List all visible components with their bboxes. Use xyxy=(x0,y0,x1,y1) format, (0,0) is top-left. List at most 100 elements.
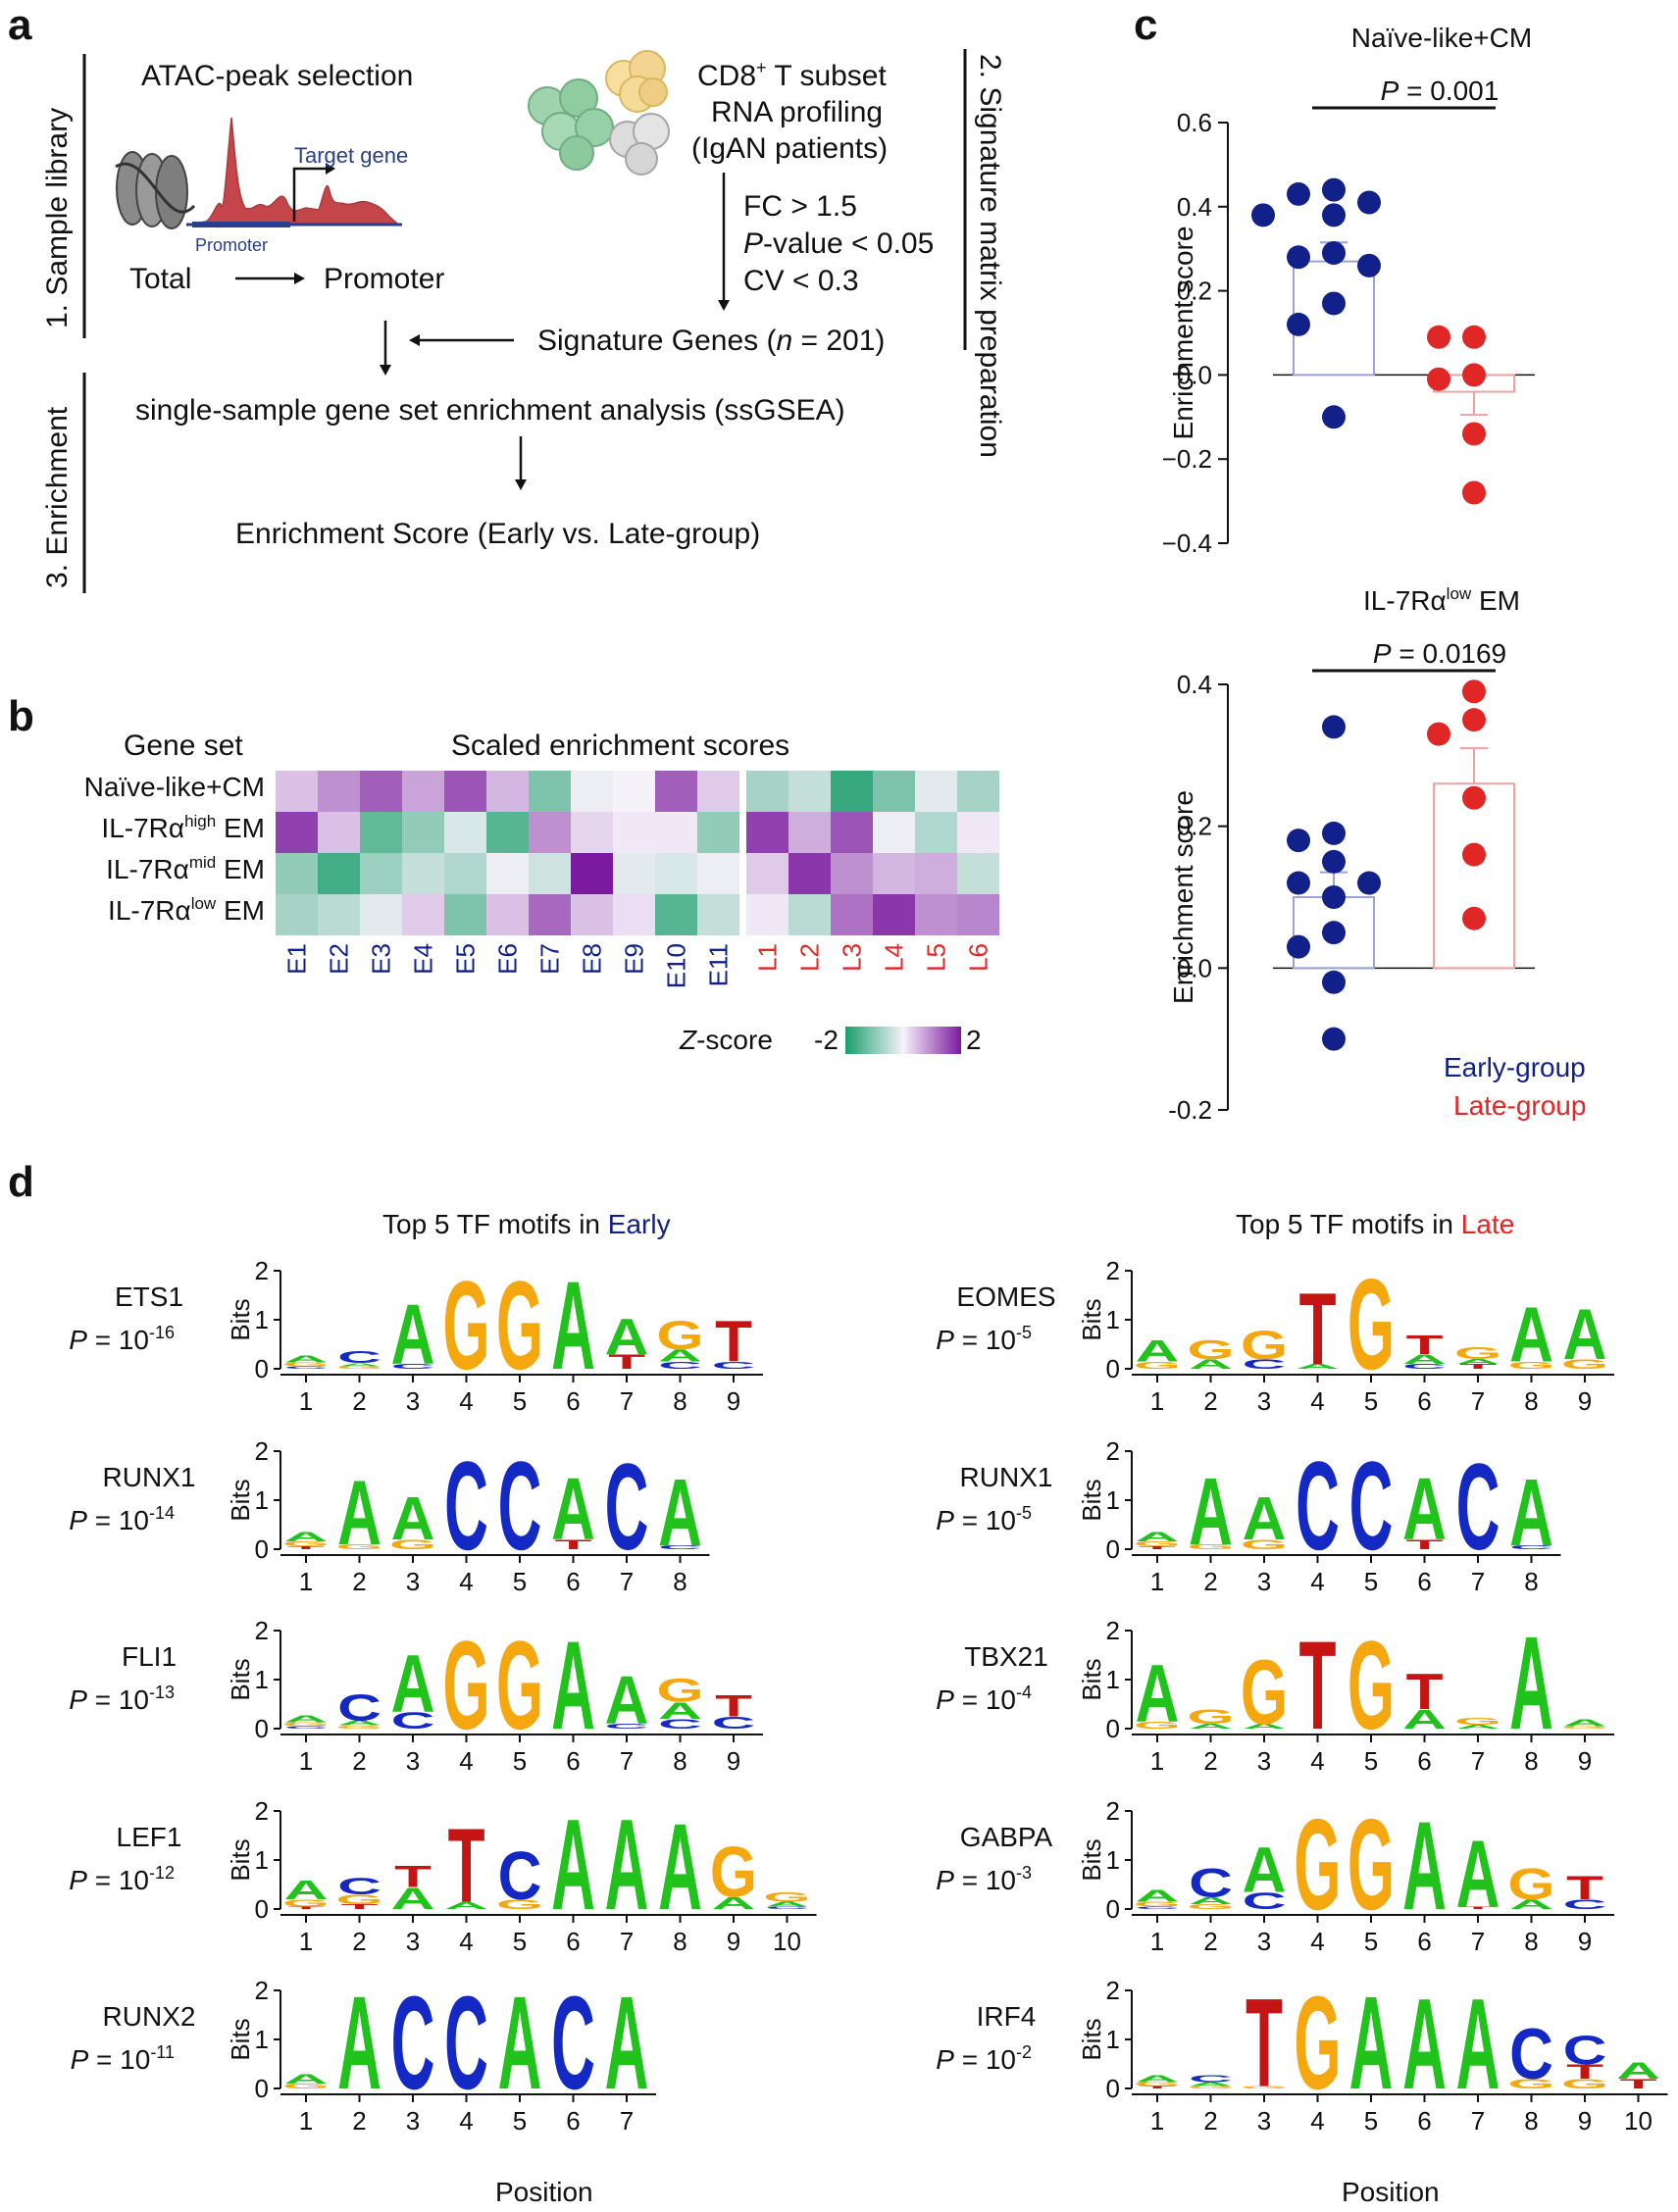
motif-letter-G: G xyxy=(496,1616,543,1756)
motif-letter-C: C xyxy=(391,1707,435,1734)
heatmap-title: Scaled enrichment scores xyxy=(451,729,789,762)
motif-letter-C: C xyxy=(284,1366,329,1370)
heatmap xyxy=(276,771,999,935)
motif-p-value: P = 10-3 xyxy=(936,1863,1032,1895)
motif-letter-G: G xyxy=(1241,1323,1288,1369)
early-point xyxy=(1322,1027,1346,1051)
motif-letter-A: A xyxy=(444,1900,488,1911)
motif-y-tick-label: 1 xyxy=(255,1485,269,1515)
column-label-late: L2 xyxy=(795,943,825,972)
heatmap-cell xyxy=(873,771,915,812)
late-point xyxy=(1427,325,1450,349)
motif-letter-A: A xyxy=(284,1876,329,1906)
motif-position-label: 1 xyxy=(1150,1386,1164,1416)
early-point xyxy=(1322,405,1346,429)
motif-letter-T: T xyxy=(1459,1363,1497,1371)
heatmap-cell xyxy=(788,812,831,853)
motif-letter-T: T xyxy=(341,1903,379,1911)
y-tick-label: 0.2 xyxy=(1177,276,1212,306)
motif-letter-G: G xyxy=(656,1313,703,1359)
panel-letter-a: a xyxy=(8,1,32,49)
arrowhead xyxy=(409,334,420,346)
motif-letter-C: C xyxy=(1349,1436,1394,1577)
motif-position-label: 5 xyxy=(513,1386,527,1416)
motif-letter-A: A xyxy=(1402,1461,1447,1559)
motif-position-label: 7 xyxy=(620,1567,634,1596)
atac-peaks xyxy=(191,117,399,225)
motif-letter-A: A xyxy=(658,1460,702,1567)
bits-label: Bits xyxy=(226,2018,255,2060)
motif-letter-A: A xyxy=(1136,1529,1180,1544)
zscore-label: Z-score xyxy=(679,1025,773,1055)
motif-position-label: 1 xyxy=(299,1386,313,1416)
heatmap-cell xyxy=(360,894,402,935)
heatmap-cell xyxy=(613,771,655,812)
heatmap-cell xyxy=(276,894,318,935)
motif-y-tick-label: 0 xyxy=(255,1354,269,1383)
motif-position-label: 8 xyxy=(1524,1567,1538,1596)
motif-y-tick-label: 2 xyxy=(255,1436,269,1466)
early-point xyxy=(1322,970,1346,994)
motif-letter-A: A xyxy=(1349,1970,1394,2117)
panel-letter-c: c xyxy=(1134,1,1157,49)
motif-y-tick-label: 2 xyxy=(255,1256,269,1285)
heatmap-cell xyxy=(831,853,873,894)
heatmap-cell xyxy=(318,771,360,812)
late-point xyxy=(1462,842,1486,867)
enrichment-score-label: Enrichment Score (Early vs. Late-group) xyxy=(235,518,760,550)
motif-position-label: 10 xyxy=(1624,2106,1653,2136)
motif-letter-G: G xyxy=(282,2083,330,2090)
motif-letter-A: A xyxy=(1402,1351,1447,1367)
early-point xyxy=(1287,871,1310,895)
motif-y-tick-label: 1 xyxy=(1106,1485,1120,1515)
motif-position-label: 3 xyxy=(406,2106,420,2136)
motif-position-label: 7 xyxy=(1471,1386,1485,1416)
signature-genes: Signature Genes (n = 201) xyxy=(537,325,885,357)
motif-letter-A: A xyxy=(1189,1459,1233,1566)
motif-y-tick-label: 1 xyxy=(1106,1305,1120,1334)
early-point xyxy=(1287,934,1310,959)
motif-letter-T: T xyxy=(1406,1664,1444,1721)
motif-position-label: 6 xyxy=(566,1746,580,1776)
motif-letter-A: A xyxy=(284,2071,329,2086)
bits-label: Bits xyxy=(1077,1838,1106,1881)
heatmap-cell xyxy=(613,894,655,935)
motif-position-label: 8 xyxy=(1524,2106,1538,2136)
column-label-early: E4 xyxy=(409,943,438,975)
motif-letter-A: A xyxy=(1509,1896,1553,1912)
motif-tf-name: TBX21 xyxy=(964,1641,1048,1672)
motif-position-label: 1 xyxy=(299,1927,313,1956)
motif-letter-C: C xyxy=(498,1837,542,1914)
motif-position-label: 8 xyxy=(1524,1927,1538,1956)
motif-letter-T: T xyxy=(1566,1869,1603,1907)
motif-letter-A: A xyxy=(712,1893,756,1912)
motif-letter-A: A xyxy=(658,1798,702,1935)
motif-position-label: 1 xyxy=(299,1746,313,1776)
motif-letter-G: G xyxy=(1561,1726,1608,1730)
legend-late: Late-group xyxy=(1453,1090,1586,1121)
panel-c: c Naïve-like+CM P = 0.001 0.6 0.4 0.2 0.0 −0.2… xyxy=(1134,1,1586,1125)
heatmap-cell xyxy=(529,812,571,853)
motif-letter-C: C xyxy=(658,1544,702,1550)
motif-position-label: 9 xyxy=(727,1746,740,1776)
heatmap-cell xyxy=(957,894,999,935)
heatmap-cell xyxy=(318,812,360,853)
motif-letter-A: A xyxy=(1456,1724,1500,1730)
motif-position-label: 7 xyxy=(1471,1567,1485,1596)
motif-position-label: 1 xyxy=(299,2106,313,2136)
pvalue-criterion: P-value < 0.05 xyxy=(743,227,934,260)
panel-d: d Top 5 TF motifs in Early Top 5 TF moti… xyxy=(8,1158,1668,2207)
motif-letter-A: A xyxy=(1402,1705,1447,1735)
heatmap-row-label: IL-7Rαmid EM xyxy=(106,853,265,884)
early-point xyxy=(1322,715,1346,739)
motif-letter-A: A xyxy=(337,1970,381,2117)
motif-letter-A: A xyxy=(1136,1886,1180,1905)
motif-letter-T: T xyxy=(287,1545,325,1550)
motif-letter-C: C xyxy=(498,1436,542,1577)
early-point xyxy=(1251,203,1275,227)
fc-criterion: FC > 1.5 xyxy=(743,190,857,223)
heatmap-cell xyxy=(655,853,697,894)
motif-position-label: 4 xyxy=(459,1567,473,1596)
motif-position-label: 2 xyxy=(1203,1746,1217,1776)
heatmap-cell xyxy=(402,853,444,894)
